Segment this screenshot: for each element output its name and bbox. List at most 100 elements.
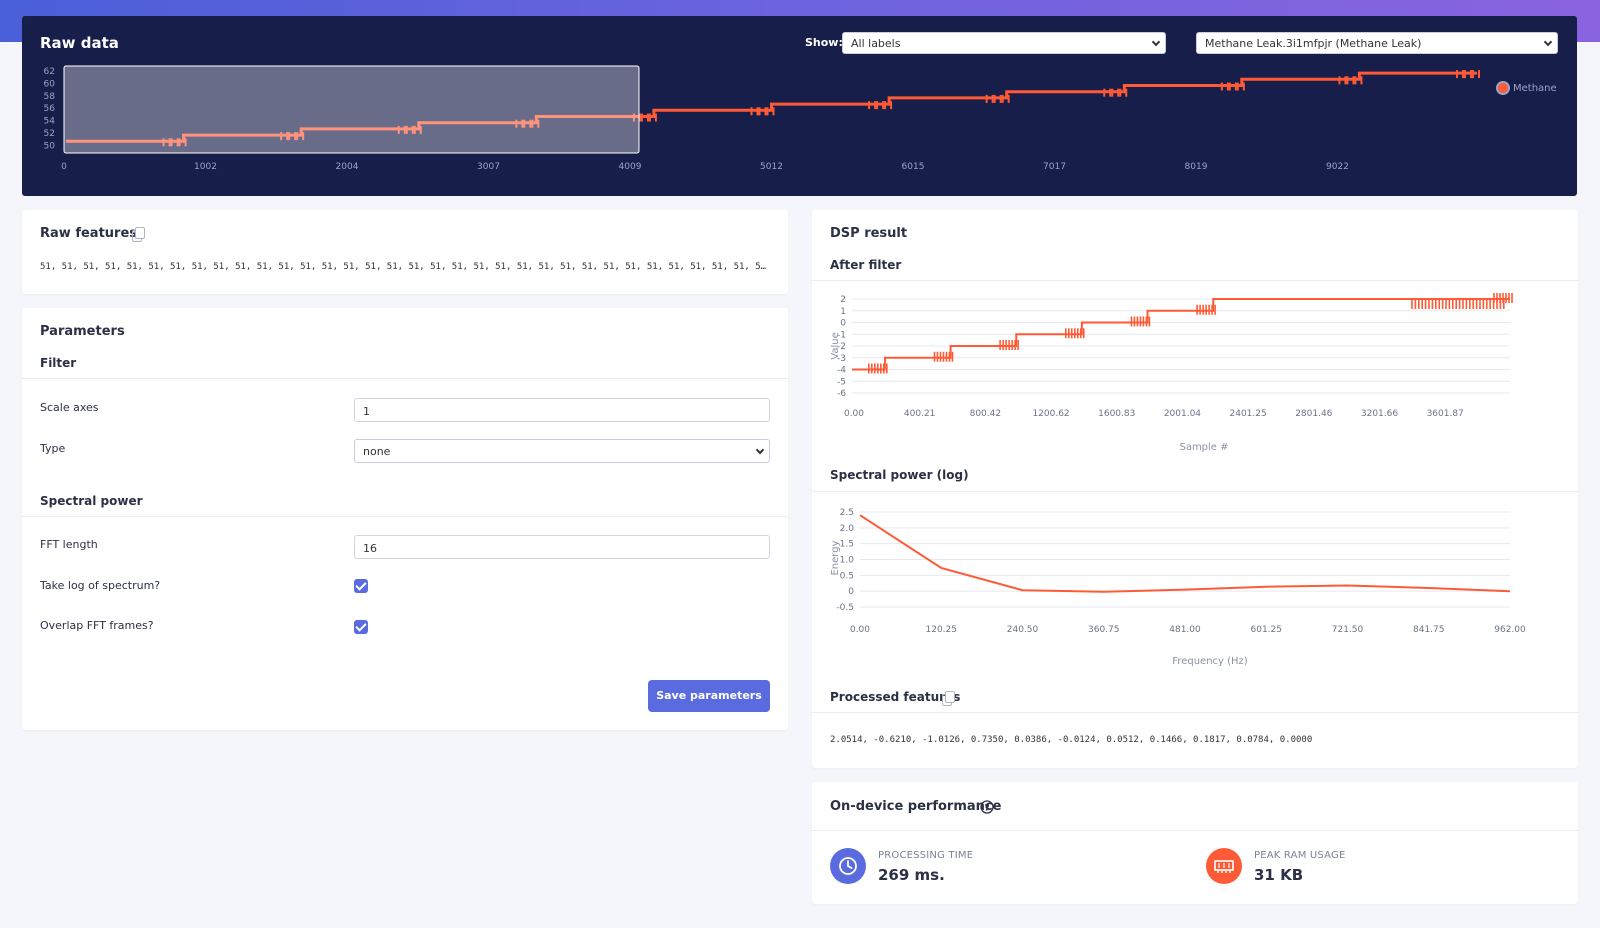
after-filter-y-tick-label: -4 <box>837 366 846 376</box>
spectral-x-tick-label: 360.75 <box>1088 625 1120 635</box>
scale-axes-value: 1 <box>363 405 370 418</box>
raw-x-tick-label: 8019 <box>1185 162 1208 172</box>
peak-ram-label: PEAK RAM USAGE <box>1254 850 1346 861</box>
label-filter-value: All labels <box>851 37 901 50</box>
after-filter-y-tick-label: -2 <box>837 342 846 352</box>
spectral-y-tick-label: 0.5 <box>840 571 854 581</box>
spectral-power-log-heading: Spectral power (log) <box>830 468 969 482</box>
overlap-fft-label: Overlap FFT frames? <box>40 619 154 632</box>
spectral-x-tick-label: 601.25 <box>1251 625 1283 635</box>
raw-features-card: Raw features 51, 51, 51, 51, 51, 51, 51,… <box>22 210 788 294</box>
raw-x-tick-label: 0 <box>61 162 67 172</box>
dsp-result-card: DSP result After filter 2 1 0 -1 -2 -3 -4 -5 -6 … <box>812 210 1578 768</box>
after-filter-x-tick-label: 0.00 <box>844 409 864 419</box>
label-filter-select[interactable]: All labels <box>842 32 1166 54</box>
after-filter-xlabel: Sample # <box>1179 442 1228 453</box>
spectral-power-heading: Spectral power <box>40 494 143 508</box>
after-filter-y-tick-label: -3 <box>837 354 846 364</box>
copy-icon[interactable] <box>942 691 955 706</box>
memory-chip-icon <box>1214 860 1234 873</box>
legend-marker-icon <box>1496 81 1510 95</box>
spectral-y-tick-label: -0.5 <box>836 603 854 613</box>
take-log-label: Take log of spectrum? <box>40 579 161 592</box>
type-select[interactable]: none <box>354 439 770 463</box>
processing-time-label: PROCESSING TIME <box>878 850 974 861</box>
after-filter-y-tick-label: 0 <box>840 319 846 329</box>
spectral-x-tick-label: 240.50 <box>1007 625 1039 635</box>
chevron-down-icon <box>755 445 765 455</box>
show-label: Show: <box>805 36 843 49</box>
after-filter-chart: 2 1 0-1 -2 -3 -4-5 -6 0.00 400.21 800.42 1200.62 1… <box>830 293 1513 453</box>
parameters-card: Parameters Filter Scale axes 1 Type none… <box>22 308 788 730</box>
scale-axes-input[interactable]: 1 <box>354 398 770 422</box>
raw-y-tick-label: 62 <box>44 67 55 77</box>
raw-x-tick-label: 6015 <box>902 162 925 172</box>
raw-x-tick-label: 5012 <box>760 162 783 172</box>
type-select-value: none <box>363 445 391 458</box>
after-filter-x-tick-label: 3601.87 <box>1427 409 1464 419</box>
fft-length-input[interactable]: 16 <box>354 535 770 559</box>
overlap-fft-checkbox[interactable] <box>354 620 368 634</box>
spectral-x-tick-label: 481.00 <box>1169 625 1201 635</box>
after-filter-heading: After filter <box>830 258 902 272</box>
after-filter-x-tick-label: 1200.62 <box>1032 409 1069 419</box>
filter-heading: Filter <box>40 356 77 370</box>
raw-x-tick-label: 3007 <box>477 162 500 172</box>
spectral-power-chart: 2.5 2.0 1.5 1.0 0.5 0 -0.5 0.00 120.25 240.50 360… <box>830 508 1526 667</box>
raw-data-series-line <box>66 71 1477 143</box>
divider <box>812 712 1578 713</box>
raw-x-tick-label: 9022 <box>1326 162 1349 172</box>
clock-icon <box>839 857 857 875</box>
after-filter-x-tick-label: 400.21 <box>904 409 936 419</box>
after-filter-x-tick-label: 3201.66 <box>1361 409 1398 419</box>
raw-data-chart[interactable]: 62 60 58 56 54 52 50 0 1002 2004 3007 4009 5012 6015… <box>22 16 1577 196</box>
copy-icon[interactable] <box>132 227 145 242</box>
raw-y-tick-label: 54 <box>44 117 56 127</box>
after-filter-x-tick-label: 1600.83 <box>1098 409 1135 419</box>
take-log-checkbox[interactable] <box>354 579 368 593</box>
after-filter-y-tick-label: 1 <box>840 307 846 317</box>
divider <box>22 378 788 379</box>
raw-x-tick-label: 7017 <box>1043 162 1066 172</box>
type-label: Type <box>40 442 66 455</box>
after-filter-series-line <box>852 298 1510 371</box>
help-icon[interactable]: ? <box>980 800 994 814</box>
spectral-x-tick-label: 120.25 <box>926 625 958 635</box>
after-filter-x-tick-label: 2401.25 <box>1230 409 1267 419</box>
raw-y-tick-label: 58 <box>44 92 56 102</box>
after-filter-x-tick-label: 800.42 <box>970 409 1002 419</box>
save-parameters-button[interactable]: Save parameters <box>648 680 770 712</box>
divider <box>812 280 1578 281</box>
raw-y-tick-label: 50 <box>44 141 56 151</box>
after-filter-ylabel: Value <box>830 332 841 359</box>
svg-text:?: ? <box>984 804 989 814</box>
parameters-title: Parameters <box>40 324 125 339</box>
after-filter-y-tick-label: -1 <box>837 330 846 340</box>
peak-ram-value: 31 KB <box>1254 866 1304 884</box>
processed-features-values: 2.0514, -0.6210, -1.0126, 0.7350, 0.0386… <box>830 735 1313 745</box>
after-filter-y-tick-label: 2 <box>840 295 846 305</box>
spectral-x-tick-label: 962.00 <box>1494 625 1526 635</box>
spectral-x-tick-label: 721.50 <box>1332 625 1364 635</box>
spectral-power-series-line <box>859 514 1511 593</box>
raw-data-title: Raw data <box>40 34 119 52</box>
after-filter-x-tick-label: 2801.46 <box>1295 409 1332 419</box>
processing-time-value: 269 ms. <box>878 866 945 884</box>
spectral-x-tick-label: 841.75 <box>1413 625 1445 635</box>
divider <box>812 830 1578 831</box>
peak-ram-badge <box>1206 848 1242 884</box>
spectral-y-tick-label: 2.0 <box>840 524 855 534</box>
raw-data-selection-window[interactable] <box>63 65 640 154</box>
spectral-y-tick-label: 0 <box>848 587 854 597</box>
after-filter-y-tick-label: -5 <box>837 377 846 387</box>
fft-length-value: 16 <box>363 542 377 555</box>
spectral-power-xlabel: Frequency (Hz) <box>1172 656 1248 667</box>
after-filter-x-tick-label: 2001.04 <box>1164 409 1201 419</box>
divider <box>812 491 1578 492</box>
performance-title: On-device performance <box>830 799 1002 814</box>
sample-select[interactable]: Methane Leak.3i1mfpjr (Methane Leak) <box>1196 32 1558 54</box>
spectral-y-tick-label: 2.5 <box>840 508 854 518</box>
raw-y-tick-label: 52 <box>44 129 55 139</box>
raw-features-title: Raw features <box>40 226 137 241</box>
raw-data-panel: Raw data Show: All labels Methane Leak.3… <box>22 16 1577 196</box>
